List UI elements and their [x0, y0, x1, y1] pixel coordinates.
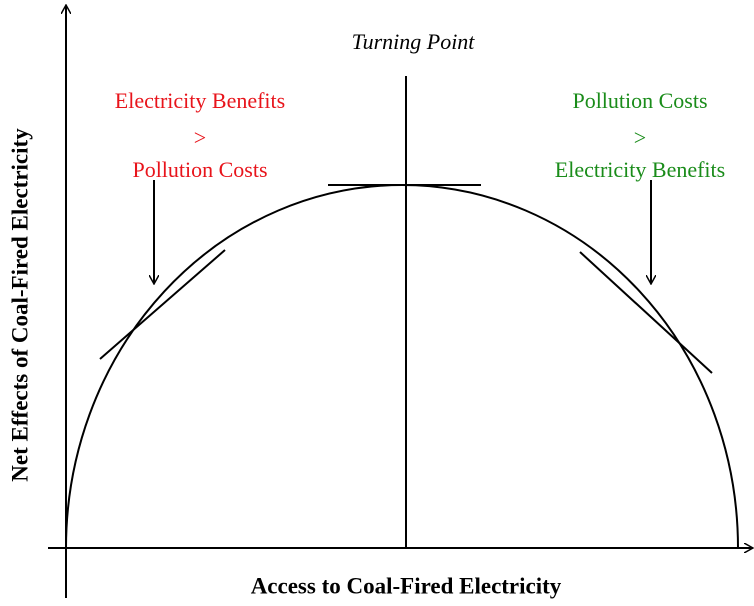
x-axis-label: Access to Coal-Fired Electricity: [251, 573, 562, 598]
right-note: >: [634, 125, 646, 150]
right-note: Electricity Benefits: [555, 157, 725, 182]
curve: [65, 184, 739, 549]
right-note: Pollution Costs: [572, 88, 707, 113]
y-axis-label: Net Effects of Coal-Fired Electricity: [7, 128, 32, 482]
left-note: >: [194, 125, 206, 150]
left-tangent: [99, 249, 226, 360]
turning-point-label: Turning Point: [352, 29, 476, 54]
left-note: Electricity Benefits: [115, 88, 285, 113]
right-tangent: [579, 251, 713, 374]
left-note: Pollution Costs: [132, 157, 267, 182]
